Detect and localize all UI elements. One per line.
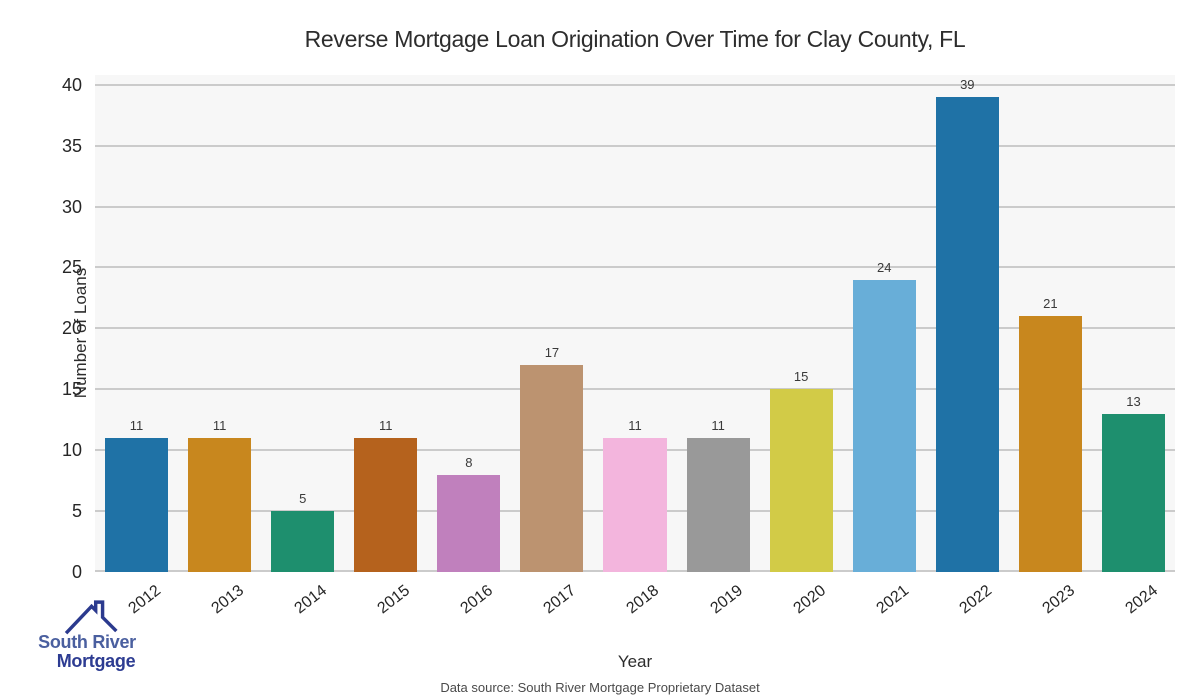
x-tick-label-2024: 2024 [1122, 582, 1161, 618]
bar-2017 [520, 365, 584, 572]
x-tick-label-2016: 2016 [457, 582, 497, 618]
bar-value-label-2018: 11 [628, 418, 642, 433]
x-tick-label-2018: 2018 [623, 582, 663, 618]
bar-value-label-2019: 11 [711, 418, 725, 433]
bar-2013 [188, 438, 252, 572]
bars-layer: 11 2012 11 2013 5 2014 11 2015 8 2016 17 2017 11 2018… [95, 75, 1175, 617]
bar-2023 [1018, 316, 1082, 572]
bar-2012 [104, 438, 169, 572]
bar-slot-2013: 11 2013 [178, 75, 261, 617]
bar-value-label-2013: 11 [212, 418, 227, 433]
plot-area: 0 5 10 15 20 25 30 35 40 11 2012 11 2013 5 2014 11 2015… [62, 75, 1175, 617]
gridline-y-15 [95, 388, 1175, 390]
x-axis-label: Year [617, 652, 653, 671]
bar-slot-2021: 24 2021 [843, 75, 926, 617]
logo-text-south-river: South River [38, 632, 136, 652]
south-river-mortgage-logo: South River Mortgage [26, 600, 148, 672]
y-tick-label-25: 25 [61, 257, 82, 277]
bar-value-label-2020: 15 [793, 369, 809, 384]
bar-2020 [769, 389, 833, 572]
y-tick-label-0: 0 [71, 562, 82, 582]
bar-value-label-2017: 17 [544, 345, 560, 360]
gridline-y-30 [95, 206, 1175, 208]
bar-slot-2015: 11 2015 [344, 75, 427, 617]
x-tick-label-2023: 2023 [1039, 582, 1078, 618]
bar-2019 [686, 438, 750, 572]
bar-value-label-2016: 8 [465, 455, 473, 470]
gridline-y-20 [95, 327, 1175, 329]
bar-slot-2017: 17 2017 [510, 75, 593, 617]
x-tick-label-2014: 2014 [291, 582, 331, 618]
bar-slot-2014: 5 2014 [261, 75, 344, 617]
gridline-y-25 [95, 266, 1175, 268]
y-tick-label-15: 15 [61, 379, 82, 399]
logo-text-mortgage: Mortgage [56, 651, 136, 671]
bar-slot-2016: 8 2016 [427, 75, 510, 617]
bar-2021 [852, 280, 916, 572]
bar-2016 [437, 475, 501, 572]
data-source-caption: Data source: South River Mortgage Propri… [440, 680, 760, 695]
bar-slot-2012: 11 2012 [95, 75, 178, 617]
bar-value-label-2014: 5 [299, 491, 307, 506]
bar-2022 [935, 97, 999, 572]
bar-slot-2018: 11 2018 [593, 75, 676, 617]
bar-2024 [1101, 414, 1166, 572]
x-tick-label-2017: 2017 [540, 582, 580, 618]
bar-value-label-2012: 11 [129, 418, 144, 433]
bar-value-label-2015: 11 [379, 418, 393, 433]
gridline-y-35 [95, 145, 1175, 147]
bar-2014 [271, 511, 335, 572]
bar-2018 [603, 438, 667, 572]
y-tick-label-40: 40 [61, 75, 82, 95]
bar-value-label-2024: 13 [1126, 394, 1141, 409]
y-tick-label-30: 30 [61, 197, 82, 217]
bar-value-label-2022: 39 [960, 77, 975, 92]
bar-slot-2023: 21 2023 [1009, 75, 1092, 617]
x-tick-label-2021: 2021 [873, 582, 912, 618]
y-tick-label-20: 20 [61, 318, 82, 338]
y-tick-label-10: 10 [61, 440, 82, 460]
x-tick-label-2015: 2015 [374, 582, 414, 618]
bar-2015 [354, 438, 418, 572]
bar-value-label-2023: 21 [1043, 296, 1058, 311]
bar-slot-2024: 13 2024 [1092, 75, 1175, 617]
bar-slot-2020: 15 2020 [760, 75, 843, 617]
gridline-y-40 [95, 84, 1175, 86]
x-tick-label-2022: 2022 [956, 582, 995, 618]
x-tick-label-2020: 2020 [790, 582, 829, 618]
chart-title: Reverse Mortgage Loan Origination Over T… [304, 26, 966, 52]
y-tick-label-35: 35 [61, 136, 82, 156]
bar-slot-2019: 11 2019 [677, 75, 760, 617]
x-tick-label-2019: 2019 [707, 582, 746, 618]
bar-slot-2022: 39 2022 [926, 75, 1009, 617]
y-tick-label-5: 5 [71, 501, 82, 521]
x-tick-label-2013: 2013 [208, 582, 248, 618]
house-roof-icon [64, 600, 118, 635]
bar-value-label-2021: 24 [877, 260, 892, 275]
